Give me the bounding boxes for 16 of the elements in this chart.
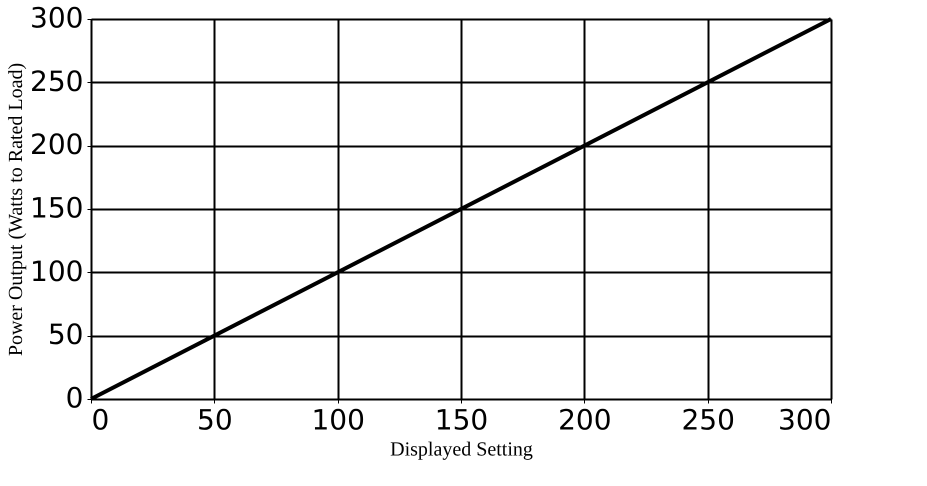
x-tick-label: 300 — [778, 404, 832, 436]
x-tick-label: 200 — [558, 404, 612, 436]
y-tick-label: 0 — [66, 382, 84, 414]
x-tick-label: 250 — [681, 404, 735, 436]
y-tick-label: 50 — [48, 318, 84, 352]
y-tick-label: 300 — [30, 2, 84, 34]
x-tick-label: 50 — [197, 404, 233, 436]
x-tick-label: 100 — [311, 404, 365, 436]
y-axis-title: Power Output (Watts to Rated Load) — [5, 62, 28, 356]
y-tick-label: 100 — [30, 254, 84, 288]
x-tick-label: 0 — [92, 404, 110, 436]
y-tick-label: 200 — [30, 128, 84, 162]
x-axis-title: Displayed Setting — [390, 438, 533, 460]
y-tick-label: 150 — [30, 192, 84, 224]
x-tick-label: 150 — [434, 404, 488, 436]
y-tick-label: 250 — [30, 64, 84, 98]
